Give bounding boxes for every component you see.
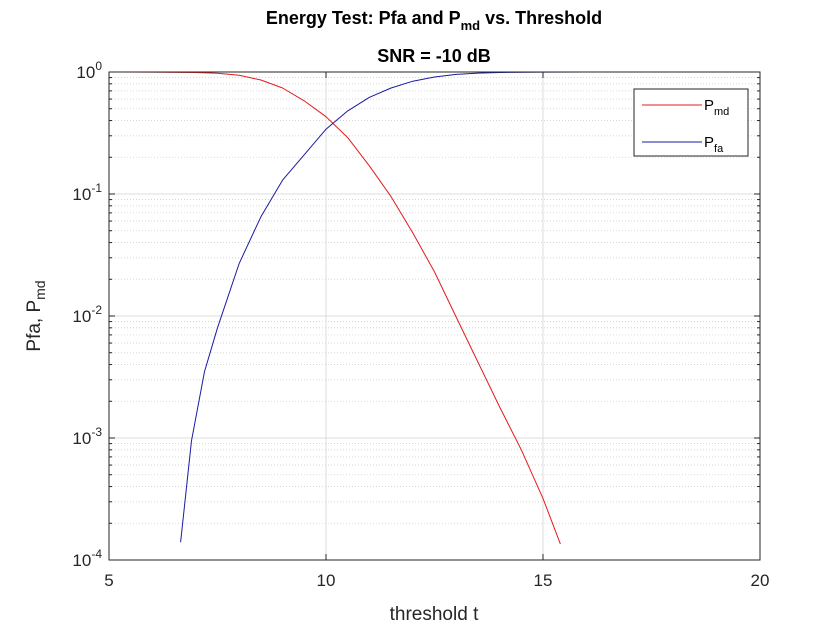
x-axis-label: threshold t — [390, 604, 479, 625]
x-tick-label: 10 — [317, 571, 336, 590]
y-tick-label: 10-1 — [72, 181, 102, 204]
tick-marks — [108, 71, 761, 561]
legend-label-pmd: Pmd — [704, 97, 729, 118]
y-tick-label: 10-3 — [72, 425, 102, 448]
x-tick-label: 15 — [534, 571, 553, 590]
y-tick-label: 100 — [76, 59, 102, 82]
x-tick-labels: 5 10 15 20 — [104, 571, 769, 590]
legend: Pmd Pfa — [633, 88, 749, 157]
chart-title-line1: Energy Test: Pfa and Pmd vs. Threshold — [266, 8, 602, 33]
x-tick-label: 5 — [104, 571, 113, 590]
legend-box — [633, 88, 749, 157]
x-tick-label: 20 — [751, 571, 770, 590]
legend-label-pfa: Pfa — [704, 134, 724, 155]
y-tick-label: 10-2 — [72, 303, 102, 326]
y-axis-label: Pfa, Pmd — [24, 280, 48, 351]
series-line-pmd — [108, 71, 561, 545]
minor-grid — [109, 77, 760, 524]
y-tick-labels: 10-4 10-3 10-2 10-1 100 — [72, 59, 102, 570]
major-grid — [109, 72, 760, 560]
y-tick-label: 10-4 — [72, 547, 102, 570]
chart-title-line2: SNR = -10 dB — [377, 46, 491, 66]
